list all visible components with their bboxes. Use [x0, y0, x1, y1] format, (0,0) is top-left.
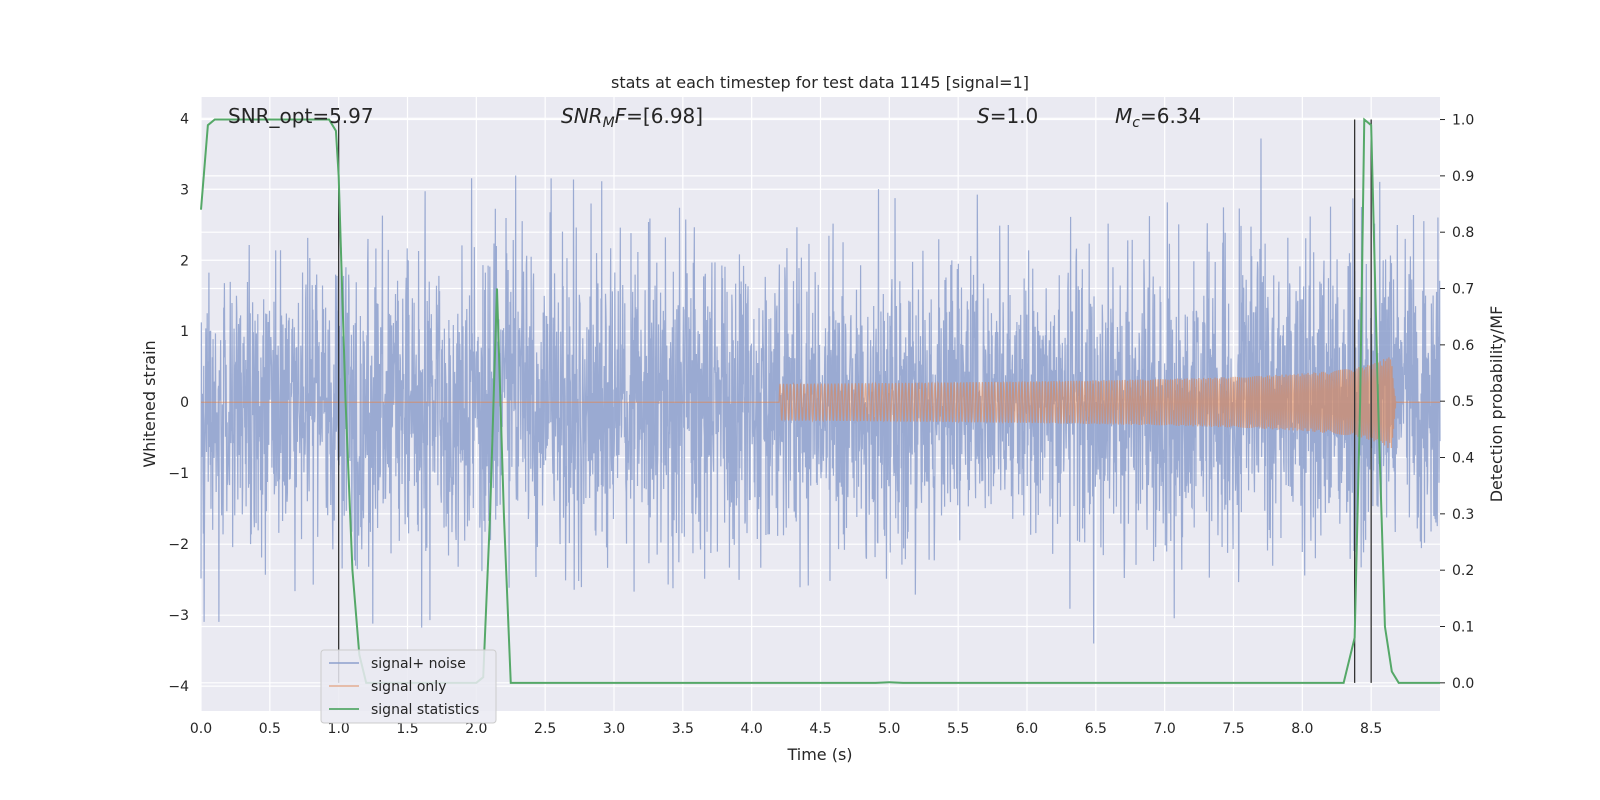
x-tick-label: 2.0: [465, 721, 487, 737]
x-tick-label: 0.5: [259, 721, 281, 737]
annotation-s-value: =1.0: [990, 104, 1039, 128]
y-tick-label-right: 0.2: [1452, 563, 1474, 579]
legend-label-signal-noise: signal+ noise: [371, 656, 466, 672]
signal-only-series: [201, 357, 1440, 449]
annotation-snr-mf-var: SNR: [561, 104, 603, 128]
tick-labels: 0.0 0.5 1.0 1.5 2.0 2.5 3.0 3.5 4.0 4.5 5.0 5.5 6.0 6…: [168, 111, 1474, 737]
y-tick-label-left: 2: [180, 253, 189, 269]
y-tick-label-left: −2: [168, 537, 189, 553]
x-tick-label: 4.5: [809, 721, 831, 737]
x-tick-label: 1.0: [328, 721, 350, 737]
y-tick-label-right: 0.0: [1452, 676, 1474, 692]
x-tick-label: 3.0: [603, 721, 625, 737]
annotation-snr-mf-sub: M: [603, 115, 615, 131]
y-tick-label-left: 3: [180, 182, 189, 198]
legend: signal+ noise signal only signal statist…: [320, 649, 497, 724]
x-tick-label: 5.0: [878, 721, 900, 737]
y-tick-label-left: 1: [180, 324, 189, 340]
x-tick-label: 0.0: [190, 721, 212, 737]
signal-statistics-series: [200, 117, 1440, 684]
signal-statistics-line: [200, 117, 1440, 684]
y-tick-label-left: −4: [168, 679, 189, 695]
annotation-s: S=1.0: [977, 104, 1038, 128]
annotation-snr-mf-value: =[6.98]: [626, 104, 703, 128]
chart-title: stats at each timestep for test data 114…: [611, 73, 1029, 92]
y-tick-label-right: 0.9: [1452, 169, 1474, 185]
y-tick-label-right: 0.5: [1452, 394, 1474, 410]
x-tick-label: 2.5: [534, 721, 556, 737]
x-tick-label: 8.5: [1360, 721, 1382, 737]
annotation-mc-value: =6.34: [1140, 104, 1201, 128]
legend-box: [320, 649, 497, 724]
y-tick-label-left: −1: [168, 466, 189, 482]
y-tick-label-right: 0.7: [1452, 282, 1474, 298]
legend-label-signal-only: signal only: [371, 679, 446, 695]
y-axis-left-label: Whitened strain: [140, 340, 159, 467]
annotation-snr-mf: SNRMF=[6.98]: [561, 104, 703, 131]
legend-label-signal-statistics: signal statistics: [371, 702, 479, 718]
annotation-mc-sub: c: [1132, 115, 1140, 131]
x-tick-label: 6.5: [1085, 721, 1107, 737]
annotation-mc-var: M: [1115, 104, 1132, 128]
x-tick-label: 8.0: [1291, 721, 1313, 737]
x-tick-label: 1.5: [396, 721, 418, 737]
x-tick-label: 7.0: [1154, 721, 1176, 737]
annotation-s-var: S: [977, 104, 990, 128]
y-tick-label-right: 0.1: [1452, 620, 1474, 636]
x-tick-label: 5.5: [947, 721, 969, 737]
y-tick-label-right: 0.6: [1452, 338, 1474, 354]
signal-only-line: [201, 357, 1440, 449]
y-tick-label-left: 4: [180, 111, 189, 127]
y-tick-label-right: 0.3: [1452, 507, 1474, 523]
x-axis-label: Time (s): [786, 745, 852, 764]
y-axis-right-label: Detection probability/MF: [1487, 306, 1506, 503]
y-tick-label-right: 0.8: [1452, 225, 1474, 241]
y-tick-label-right: 1.0: [1452, 113, 1474, 129]
y-tick-label-left: 0: [180, 395, 189, 411]
annotation-snr-mf-var2: F: [615, 104, 627, 128]
y-tick-label-right: 0.4: [1452, 451, 1474, 467]
annotation-snr-opt: SNR_opt=5.97: [228, 104, 374, 128]
x-tick-label: 4.0: [741, 721, 763, 737]
vertical-markers: [338, 119, 1372, 683]
x-tick-label: 3.5: [672, 721, 694, 737]
annotation-mc: Mc=6.34: [1115, 104, 1201, 131]
x-tick-label: 7.5: [1222, 721, 1244, 737]
x-tick-label: 6.0: [1016, 721, 1038, 737]
y-tick-label-left: −3: [168, 608, 189, 624]
